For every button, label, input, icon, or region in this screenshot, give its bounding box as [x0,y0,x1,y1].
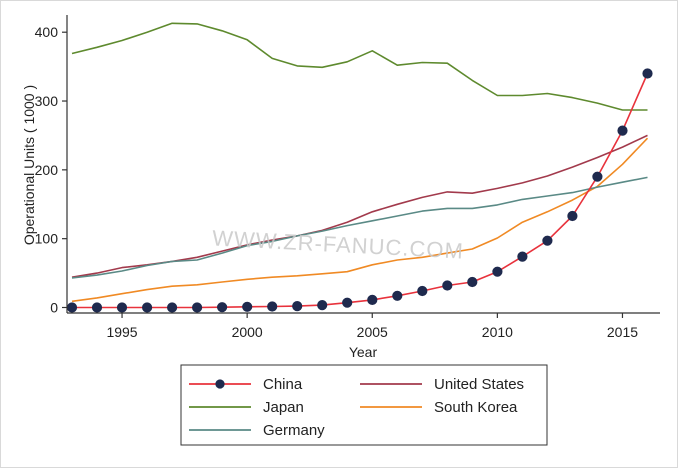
series-line-germany [71,176,648,279]
china-point [342,297,353,308]
china-point [617,125,628,136]
china-point [392,290,403,301]
x-axis-label: Year [349,344,378,360]
legend-label: United States [434,376,524,393]
china-point [292,301,303,312]
legend-label: China [263,376,303,393]
china-point [192,302,203,313]
x-tick-label: 2000 [232,324,263,340]
y-tick-label: 400 [35,24,59,40]
x-ticks: 1995 2000 2005 2010 2015 [106,313,638,340]
china-point [267,301,278,312]
legend-items: China United States Japan South Korea German… [189,376,524,439]
y-tick-label: 200 [35,162,59,178]
china-point [91,302,103,313]
legend-marker [215,379,225,389]
china-point [142,302,153,313]
legend-label: South Korea [434,399,518,416]
china-point [167,302,178,313]
china-point [642,68,653,79]
legend-label: Japan [263,399,304,416]
x-tick-label: 1995 [106,324,137,340]
china-point [517,251,528,262]
y-tick-label: 0 [50,299,58,315]
x-tick-label: 2005 [357,324,388,340]
x-tick-label: 2015 [607,324,638,340]
china-point [542,235,553,246]
legend-item-united-states: United States [360,376,524,393]
y-tick-label: 300 [35,93,59,109]
china-point [417,285,428,297]
china-point [317,300,328,311]
china-point [367,294,378,305]
legend-item-south-korea: South Korea [360,399,518,416]
legend-box [180,364,548,446]
legend-item-china: China [189,376,303,393]
legend: China United States Japan South Korea German… [180,364,548,446]
china-point [66,302,78,313]
series-line-japan [71,22,648,111]
china-point [242,301,253,312]
y-tick-label: 100 [35,231,59,247]
china-point [442,280,453,291]
china-point [567,210,578,222]
y-axis-label: Operational Units ( 1000 ) [21,85,37,245]
series-line-south-korea [71,137,649,303]
china-point [116,302,128,313]
legend-item-japan: Japan [189,399,304,416]
china-point [217,302,228,313]
axes: 0 100 200 300 400 1995 2000 2005 2010 2015 Opera… [21,15,660,360]
china-markers [66,68,653,313]
legend-label: Germany [263,422,325,439]
legend-item-germany: Germany [189,422,325,439]
china-point [492,266,503,277]
china-point [592,171,603,182]
china-point [467,276,478,288]
y-ticks: 0 100 200 300 400 [35,24,67,315]
x-tick-label: 2010 [482,324,513,340]
